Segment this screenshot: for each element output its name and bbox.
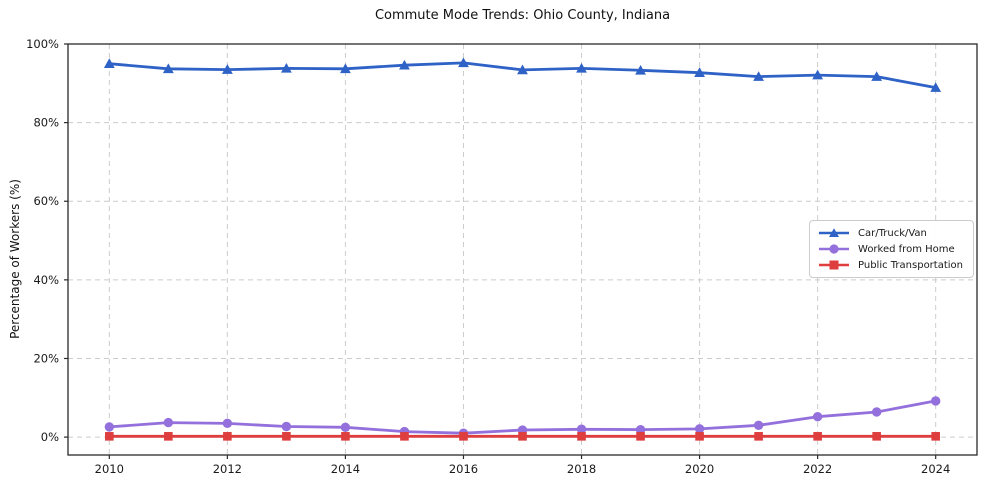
- marker-0-2016: [458, 57, 469, 68]
- y-tick-label-80: 80%: [33, 116, 59, 130]
- marker-0-2018: [576, 62, 587, 73]
- x-tick-label-2018: 2018: [567, 462, 596, 476]
- marker-0-2010: [103, 58, 115, 68]
- y-tick-label-40: 40%: [33, 273, 59, 287]
- y-tick-label-20: 20%: [33, 351, 59, 365]
- marker-1-2024: [930, 396, 941, 406]
- marker-2-2021: [754, 432, 763, 441]
- marker-2-2022: [813, 432, 822, 441]
- marker-0-2024: [930, 82, 942, 92]
- marker-1-2023: [871, 407, 882, 417]
- x-tick-label-2010: 2010: [95, 462, 124, 476]
- marker-0-2012: [221, 64, 233, 74]
- legend-item-public-transportation: Public Transportation: [818, 259, 963, 271]
- marker-2-2014: [341, 432, 350, 441]
- marker-0-2013: [280, 62, 292, 73]
- legend-item-car-truck-van: Car/Truck/Van: [818, 227, 963, 239]
- marker-0-2014: [340, 63, 351, 74]
- x-tick-label-2016: 2016: [449, 462, 478, 476]
- legend-swatch-square-icon: [819, 260, 850, 270]
- marker-0-2020: [694, 67, 705, 77]
- marker-0-2022: [812, 69, 824, 80]
- marker-0-2017: [517, 64, 528, 75]
- y-tick-label-100: 100%: [26, 37, 59, 51]
- marker-1-2019: [635, 424, 646, 435]
- marker-2-2019: [636, 432, 645, 441]
- marker-2-2020: [695, 432, 704, 441]
- marker-2-2015: [400, 432, 409, 441]
- x-tick-label-2014: 2014: [331, 462, 360, 476]
- x-tick-label-2012: 2012: [213, 462, 242, 476]
- marker-1-2012: [222, 418, 233, 429]
- legend: Car/Truck/Van Worked from Home Public Tr…: [809, 220, 974, 278]
- marker-2-2010: [105, 432, 114, 441]
- marker-1-2018: [576, 424, 587, 434]
- marker-1-2022: [812, 411, 823, 422]
- marker-2-2013: [282, 432, 291, 441]
- marker-2-2018: [577, 432, 586, 441]
- marker-0-2019: [635, 64, 646, 75]
- marker-2-2024: [931, 432, 940, 441]
- marker-1-2021: [753, 420, 764, 431]
- axes-spines: [67, 43, 978, 456]
- y-tick-label-0: 0%: [41, 430, 59, 444]
- x-tick-label-2024: 2024: [921, 462, 950, 476]
- marker-1-2014: [340, 422, 351, 432]
- marker-1-2020: [694, 424, 705, 434]
- x-tick-label-2022: 2022: [803, 462, 832, 476]
- marker-0-2023: [871, 71, 883, 81]
- marker-2-2016: [459, 432, 468, 441]
- marker-1-2011: [163, 417, 174, 428]
- marker-0-2011: [162, 63, 174, 74]
- marker-2-2017: [518, 432, 527, 441]
- marker-2-2012: [223, 432, 232, 441]
- legend-item-worked-from-home: Worked from Home: [818, 243, 963, 255]
- marker-1-2010: [104, 422, 115, 432]
- marker-1-2013: [281, 421, 292, 432]
- y-tick-label-60: 60%: [33, 194, 59, 208]
- legend-label: Worked from Home: [858, 243, 955, 255]
- marker-0-2021: [753, 71, 765, 81]
- marker-0-2015: [399, 59, 410, 70]
- x-tick-label-2020: 2020: [685, 462, 714, 476]
- legend-label: Public Transportation: [858, 259, 963, 271]
- marker-2-2023: [872, 432, 881, 441]
- legend-swatch-circle-icon: [819, 244, 850, 254]
- legend-label: Car/Truck/Van: [858, 227, 927, 239]
- chart-title: Commute Mode Trends: Ohio County, Indian…: [374, 8, 671, 23]
- legend-swatch-triangle-icon: [819, 228, 850, 237]
- marker-2-2011: [164, 432, 173, 441]
